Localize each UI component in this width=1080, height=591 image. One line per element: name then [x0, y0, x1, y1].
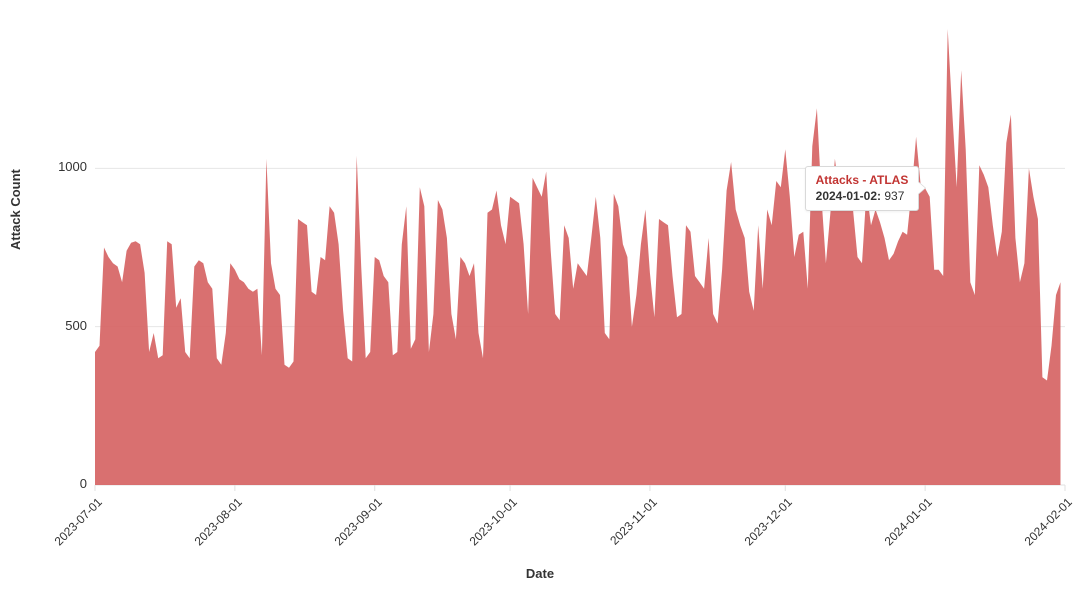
y-tick-label: 0 — [37, 476, 87, 491]
y-tick-label: 500 — [37, 318, 87, 333]
tooltip-series-label: Attacks - ATLAS — [816, 172, 909, 188]
x-axis-title: Date — [0, 566, 1080, 581]
chart-tooltip: Attacks - ATLAS 2024-01-02: 937 — [805, 166, 920, 211]
tooltip-date: 2024-01-02: — [816, 189, 881, 203]
tooltip-value: 937 — [884, 189, 904, 203]
attack-count-chart: Attack Count Date Attacks - ATLAS 2024-0… — [0, 0, 1080, 591]
y-tick-label: 1000 — [37, 159, 87, 174]
y-axis-title: Attack Count — [8, 169, 23, 250]
